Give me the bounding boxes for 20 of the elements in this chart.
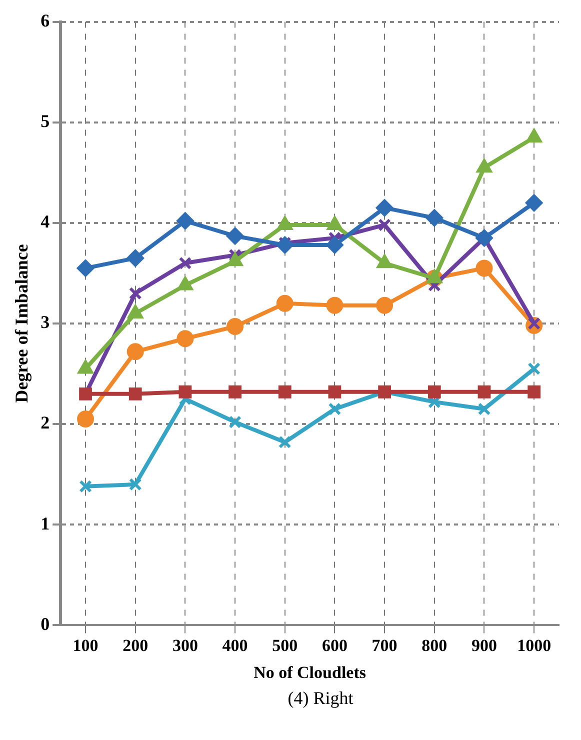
text: (4) Right (286, 688, 354, 709)
x-tick-label: 800 (422, 636, 448, 655)
y-tick-label: 1 (40, 513, 50, 534)
x-tick-label: 400 (222, 636, 248, 655)
x-axis-title: No of Cloudlets (254, 663, 366, 682)
x-tick-label: 700 (372, 636, 398, 655)
y-tick-label: 5 (40, 111, 50, 132)
x-tick-label: 200 (122, 636, 148, 655)
y-tick-label: 6 (40, 10, 50, 30)
y-axis-title: Degree of Imbalance (11, 244, 32, 403)
y-tick-label: 2 (40, 412, 50, 433)
y-tick-label: 0 (40, 614, 50, 634)
y-tick-label: 3 (40, 312, 50, 332)
x-tick-label: 900 (471, 636, 497, 655)
x-tick-label: 500 (272, 636, 298, 655)
x-tick-label: 1000 (517, 636, 552, 655)
x-tick-label: 300 (172, 636, 198, 655)
x-tick-label: 100 (72, 636, 98, 655)
x-tick-label: 600 (322, 636, 348, 655)
y-tick-label: 4 (40, 212, 50, 232)
